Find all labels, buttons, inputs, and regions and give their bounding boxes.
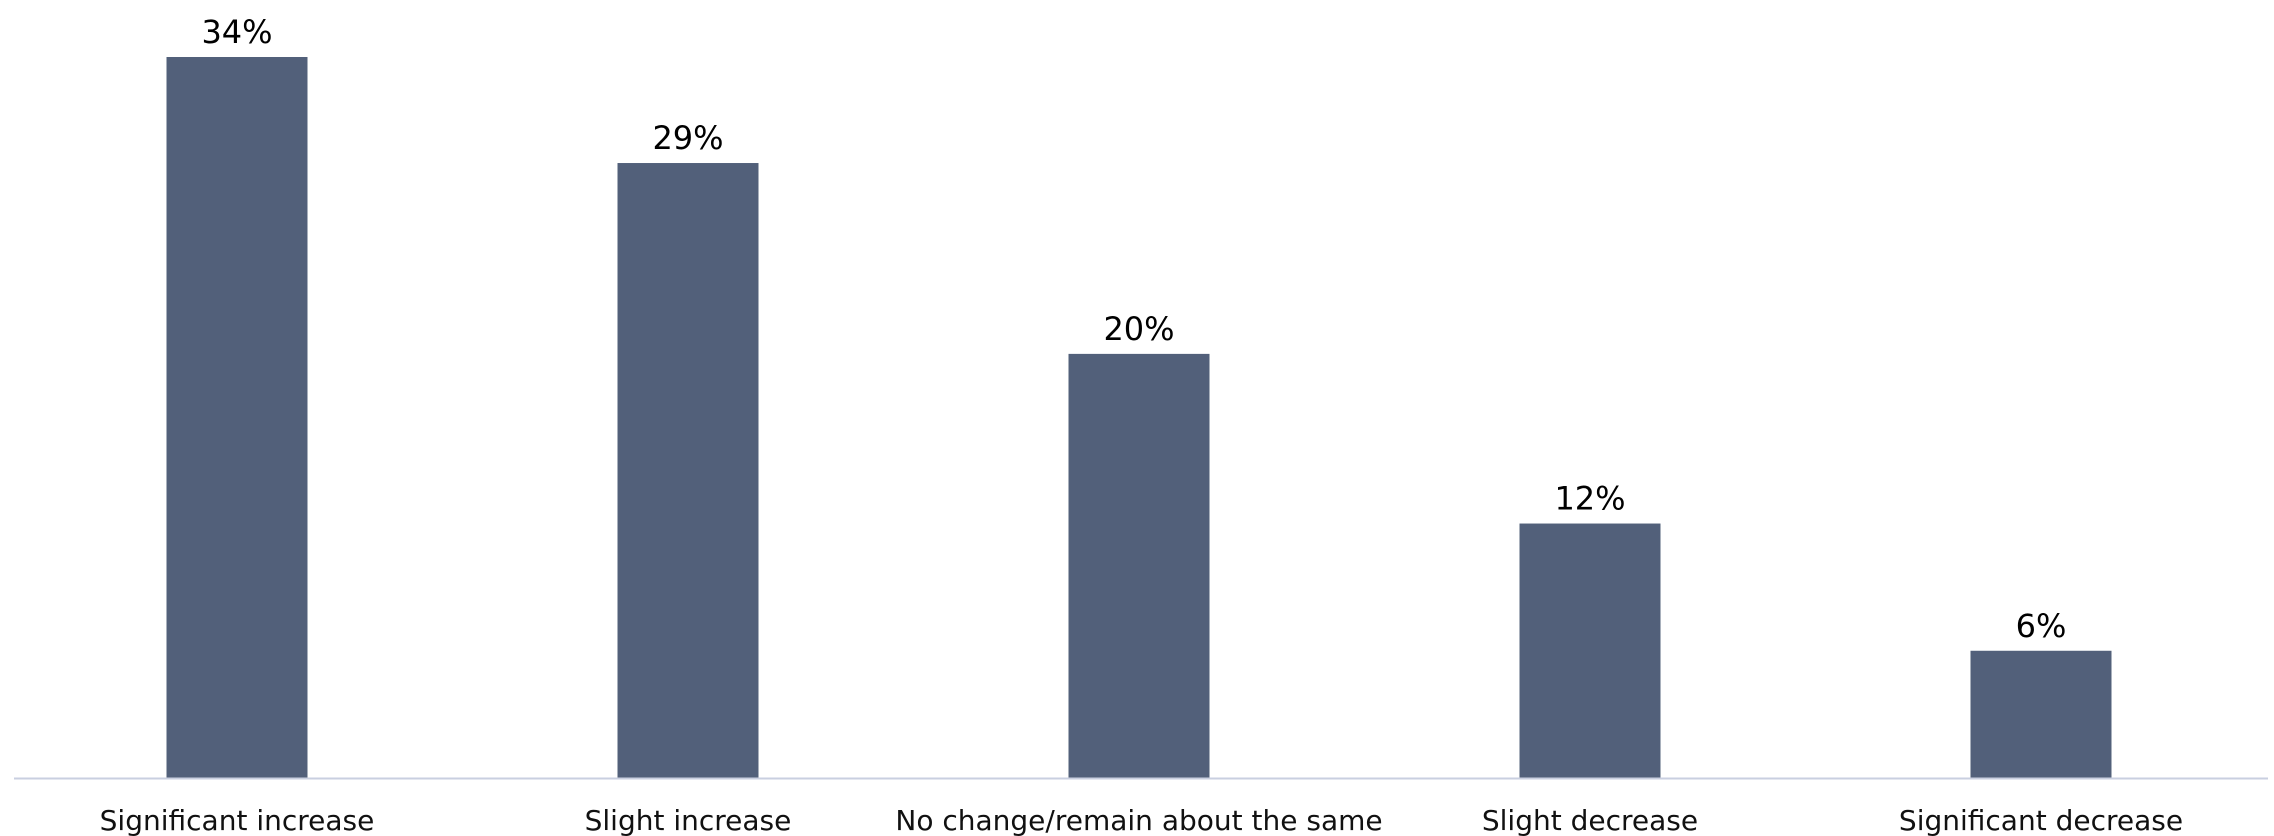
data-label: 29% (652, 119, 723, 157)
category-label: Significant increase (100, 804, 375, 836)
category-label: No change/remain about the same (895, 804, 1382, 836)
category-label: Slight increase (585, 804, 792, 836)
category-label: Significant decrease (1899, 804, 2183, 836)
value-labels-layer: 34% 29% 20% 12% 6% (201, 13, 2066, 645)
data-label: 6% (2016, 607, 2067, 645)
bar (1970, 650, 2112, 778)
data-label: 20% (1103, 310, 1174, 348)
bars-layer (166, 57, 2112, 778)
data-label: 12% (1554, 480, 1625, 518)
bar (166, 57, 308, 778)
bar (1519, 523, 1661, 778)
category-label: Slight decrease (1482, 804, 1698, 836)
category-labels-layer: Significant increase Slight increase No ch… (100, 804, 2183, 836)
data-label: 34% (201, 13, 272, 51)
bar (1068, 353, 1210, 778)
bar (617, 163, 759, 778)
